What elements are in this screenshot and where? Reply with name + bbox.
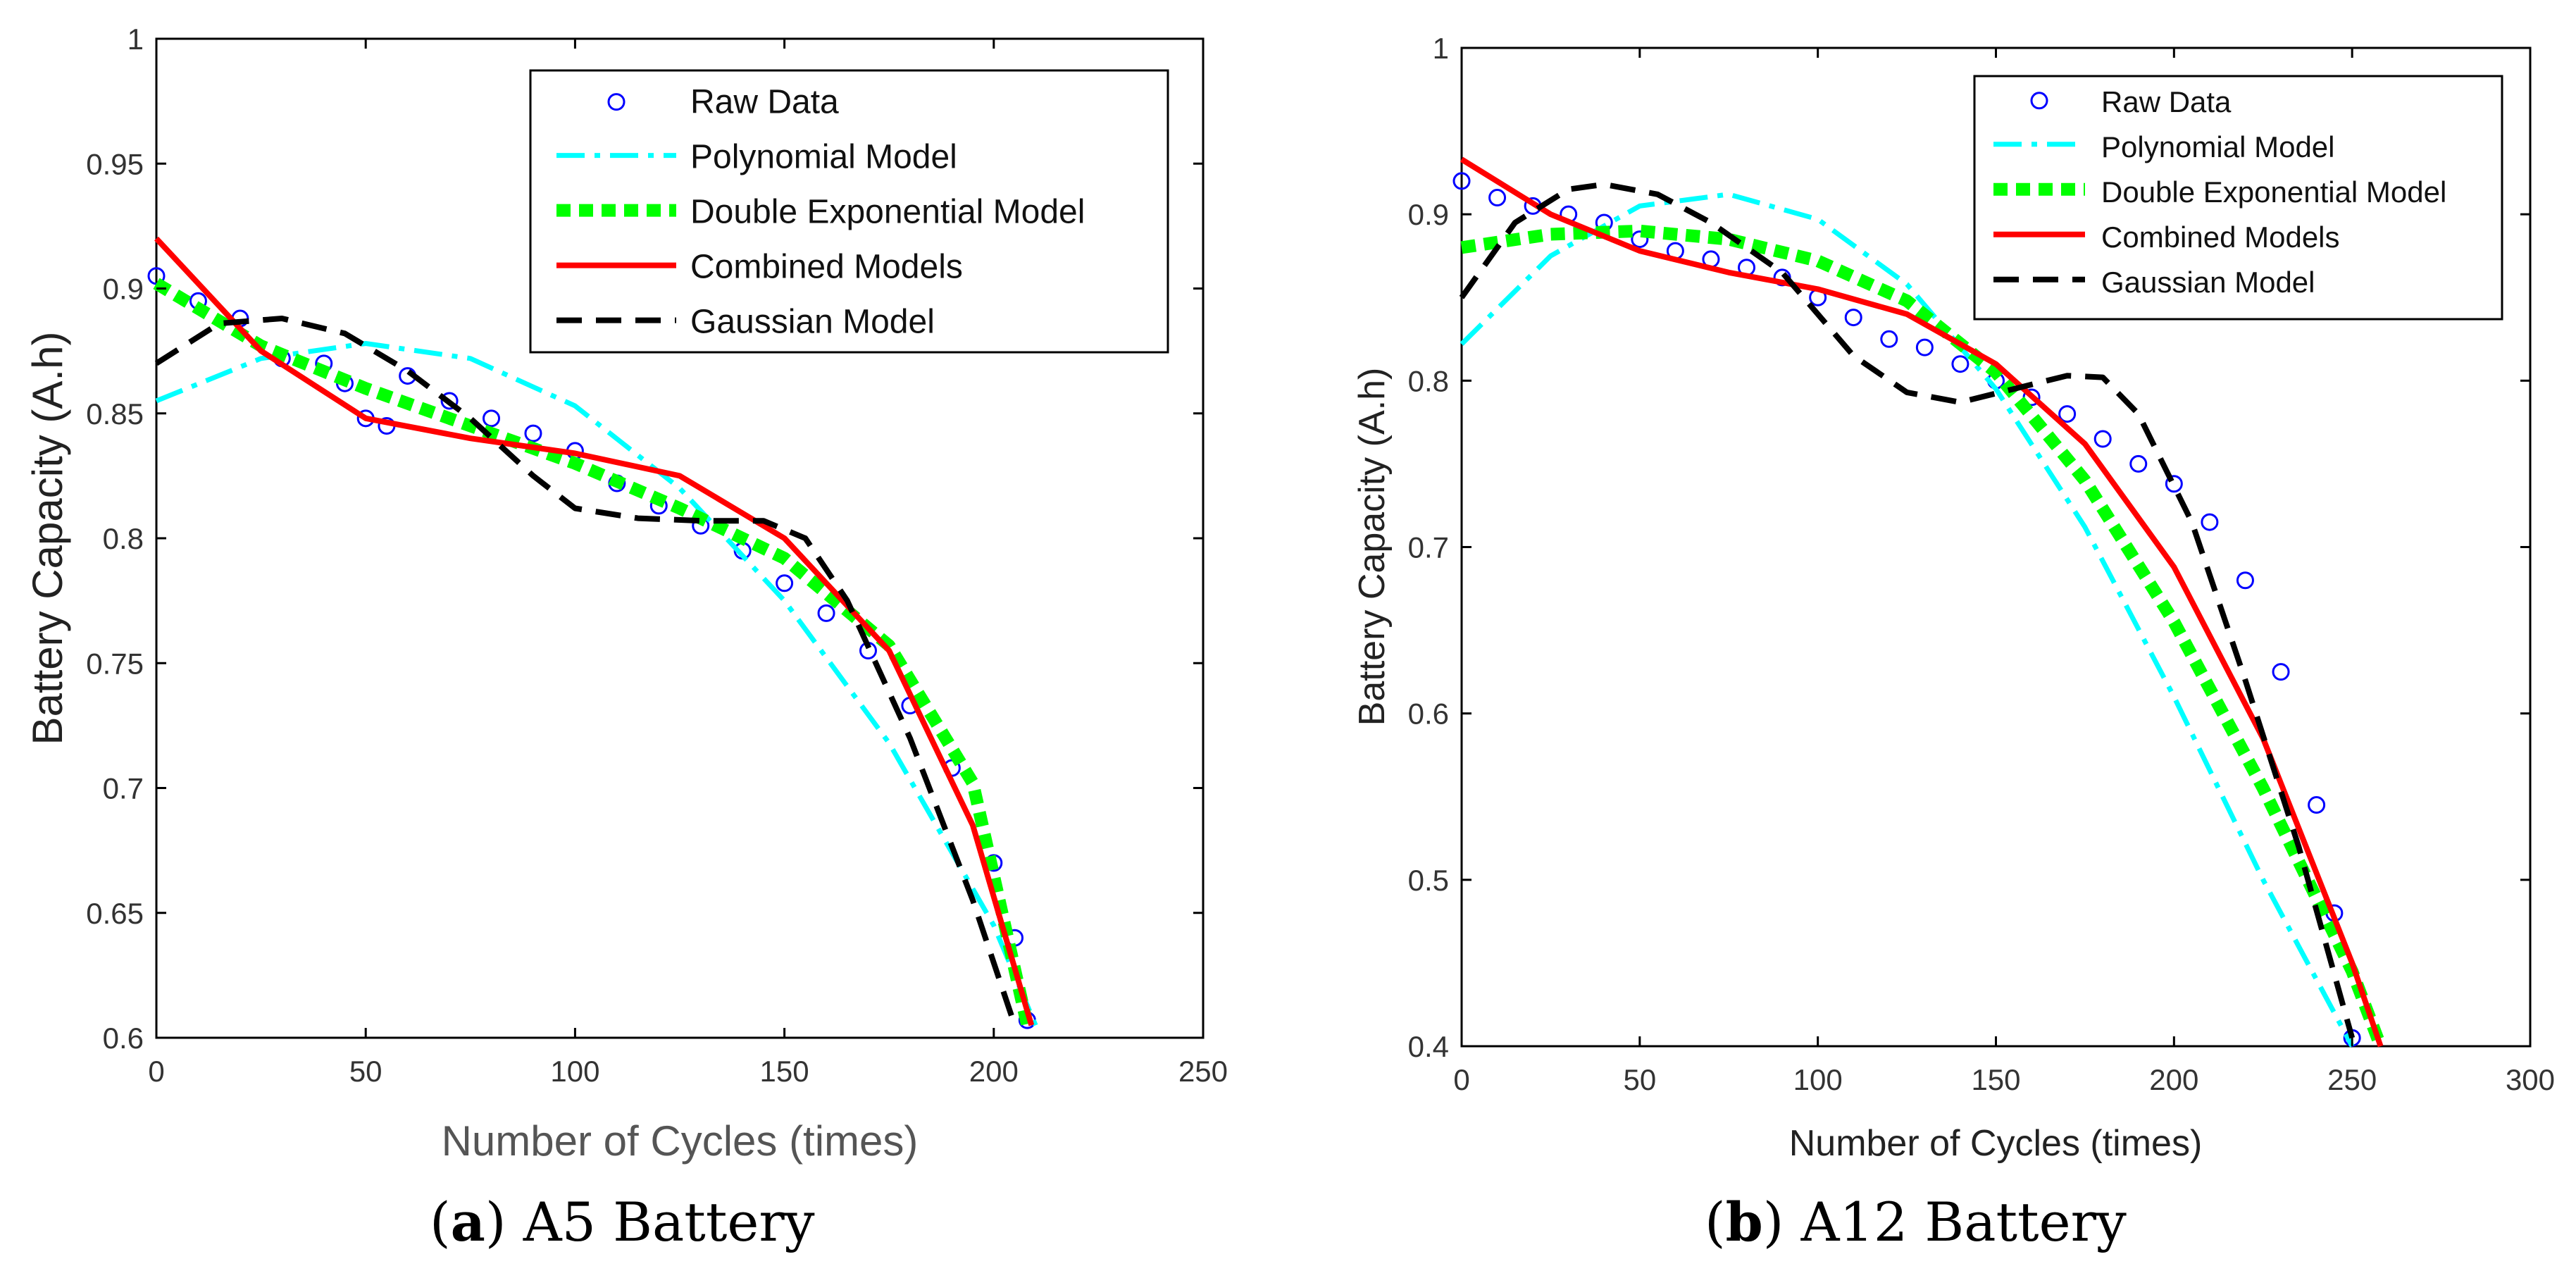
chart-b-raw-data-point [2058,405,2077,423]
chart-a-ytick-label: 0.85 [86,397,144,430]
chart-a-series-combined-models [154,236,1035,1026]
chart-a-ticks: 0 50 100 150 200 250 0.6 0.65 0.7 0.75 0.8 0.85 0.9 0… [86,23,1228,1088]
chart-b-raw-data-point [1844,309,1862,327]
chart-b-xtick-label: 300 [2506,1063,2555,1096]
caption-a: (a) A5 Battery [430,1191,815,1253]
chart-a-legend-label-double-exponential-model: Double Exponential Model [690,194,1085,231]
chart-b-raw-data-point [2165,475,2183,493]
chart-a-xtick-label: 150 [760,1055,809,1088]
caption-b-letter: b [1725,1191,1763,1253]
chart-b-legend-label-combined-models: Combined Models [2101,221,2340,254]
chart-b-legend-label-raw-data: Raw Data [2101,85,2232,118]
chart-b-ytick-label: 0.6 [1408,697,1449,731]
chart-a-ytick-label: 0.65 [86,897,144,930]
chart-b-series-gaussian-model [1459,181,2356,1039]
chart-b-xtick-label: 50 [1623,1063,1656,1096]
chart-a-raw-data-point [524,424,542,442]
chart-b-xtick-label: 0 [1453,1063,1469,1096]
chart-a-marks [147,236,1038,1029]
chart-a-ytick-label: 0.75 [86,647,144,680]
caption-a-letter: a [450,1191,485,1253]
chart-a-xtick-label: 250 [1178,1055,1228,1088]
chart-a-series-double-exponential-model [153,278,1034,1027]
caption-a-text: A5 Battery [523,1191,815,1253]
chart-a-legend-label-polynomial-model: Polynomial Model [690,139,957,176]
chart-b-raw-data-point [1880,330,1898,348]
chart-a-xtick-label: 50 [349,1055,382,1088]
chart-a-raw-data-point [440,392,459,410]
chart-a-raw-data-point [483,409,501,428]
chart-a-series-gaussian-model [154,316,1018,1026]
chart-a-xtick-label: 100 [550,1055,599,1088]
chart-a-raw-data-point [817,604,835,622]
chart-a-ytick-label: 0.7 [103,772,144,805]
chart-b-legend-box [1973,75,2503,321]
chart-b-raw-data-point [2272,663,2290,681]
chart-b-ytick-label: 0.4 [1408,1030,1449,1063]
chart-b-xtick-label: 150 [1971,1063,2020,1096]
chart-a-ylabel: Battery Capacity (A.h) [24,332,71,745]
caption-b-text: A12 Battery [1800,1191,2127,1253]
chart-b-series-polynomial-model [1460,192,2355,1048]
chart-b-legend-swatch-raw-data [2030,92,2048,110]
chart-b-ytick-label: 0.5 [1408,864,1449,897]
chart-b-ticks: 0 50 100 150 200 250 300 0.4 0.5 0.6 0.7 0.8 0.9 1 [1408,32,2555,1096]
chart-a-xtick-label: 0 [148,1055,164,1088]
chart-b: 0 50 100 150 200 250 300 0.4 0.5 0.6 0.7 0.8 0.9 1 Nu… [1352,32,2555,1164]
chart-b-xtick-label: 250 [2327,1063,2377,1096]
chart-b-legend-label-gaussian-model: Gaussian Model [2101,266,2315,299]
chart-a-legend-swatch-raw-data [607,93,626,111]
chart-b-ytick-label: 0.8 [1408,364,1449,397]
chart-a-ytick-label: 0.8 [103,522,144,555]
chart-b-marks [1452,156,2387,1049]
chart-a-legend-label-combined-models: Combined Models [690,249,963,286]
chart-b-raw-data-point [1951,355,1970,373]
chart-a-ytick-label: 0.95 [86,147,144,180]
chart-a: 0 50 100 150 200 250 0.6 0.65 0.7 0.75 0.8 0.85 0.9 0… [24,23,1228,1165]
chart-b-ytick-label: 1 [1433,32,1449,65]
chart-a-series-polynomial-model [155,341,1038,1026]
chart-b-raw-data-point [2308,796,2326,814]
chart-a-xtick-label: 200 [969,1055,1019,1088]
chart-a-legend-label-gaussian-model: Gaussian Model [690,304,935,341]
caption-b: (b) A12 Battery [1705,1191,2127,1253]
chart-b-xlabel: Number of Cycles (times) [1789,1123,2203,1164]
chart-b-raw-data-point [1915,338,1934,356]
chart-a-legend-label-raw-data: Raw Data [690,84,839,121]
chart-b-raw-data-point [2129,454,2148,473]
chart-b-ytick-label: 0.7 [1408,531,1449,564]
chart-b-raw-data-point [1631,230,1649,249]
chart-b-ylabel: Battery Capacity (A.h) [1352,368,1393,726]
chart-a-ytick-label: 1 [127,23,144,56]
chart-b-raw-data-point [1488,189,1507,207]
chart-b-raw-data-point [1452,172,1471,190]
chart-b-series-double-exponential-model [1460,224,2387,1049]
chart-b-xtick-label: 200 [2149,1063,2198,1096]
chart-b-raw-data-point [2236,571,2254,590]
chart-b-xtick-label: 100 [1793,1063,1843,1096]
chart-a-xlabel: Number of Cycles (times) [442,1117,919,1165]
chart-a-raw-data-point [776,574,794,593]
chart-a-ytick-label: 0.9 [103,273,144,306]
chart-b-legend: Raw Data Polynomial Model Double Exponenti… [1973,75,2503,321]
chart-b-legend-label-polynomial-model: Polynomial Model [2101,130,2335,163]
chart-a-ytick-label: 0.6 [103,1022,144,1055]
chart-a-legend: Raw Data Polynomial Model Double Exponenti… [529,69,1169,354]
chart-b-legend-label-double-exponential-model: Double Exponential Model [2101,175,2446,209]
chart-b-raw-data-point [2201,513,2219,531]
chart-b-ytick-label: 0.9 [1408,198,1449,231]
chart-b-raw-data-point [2093,430,2112,448]
